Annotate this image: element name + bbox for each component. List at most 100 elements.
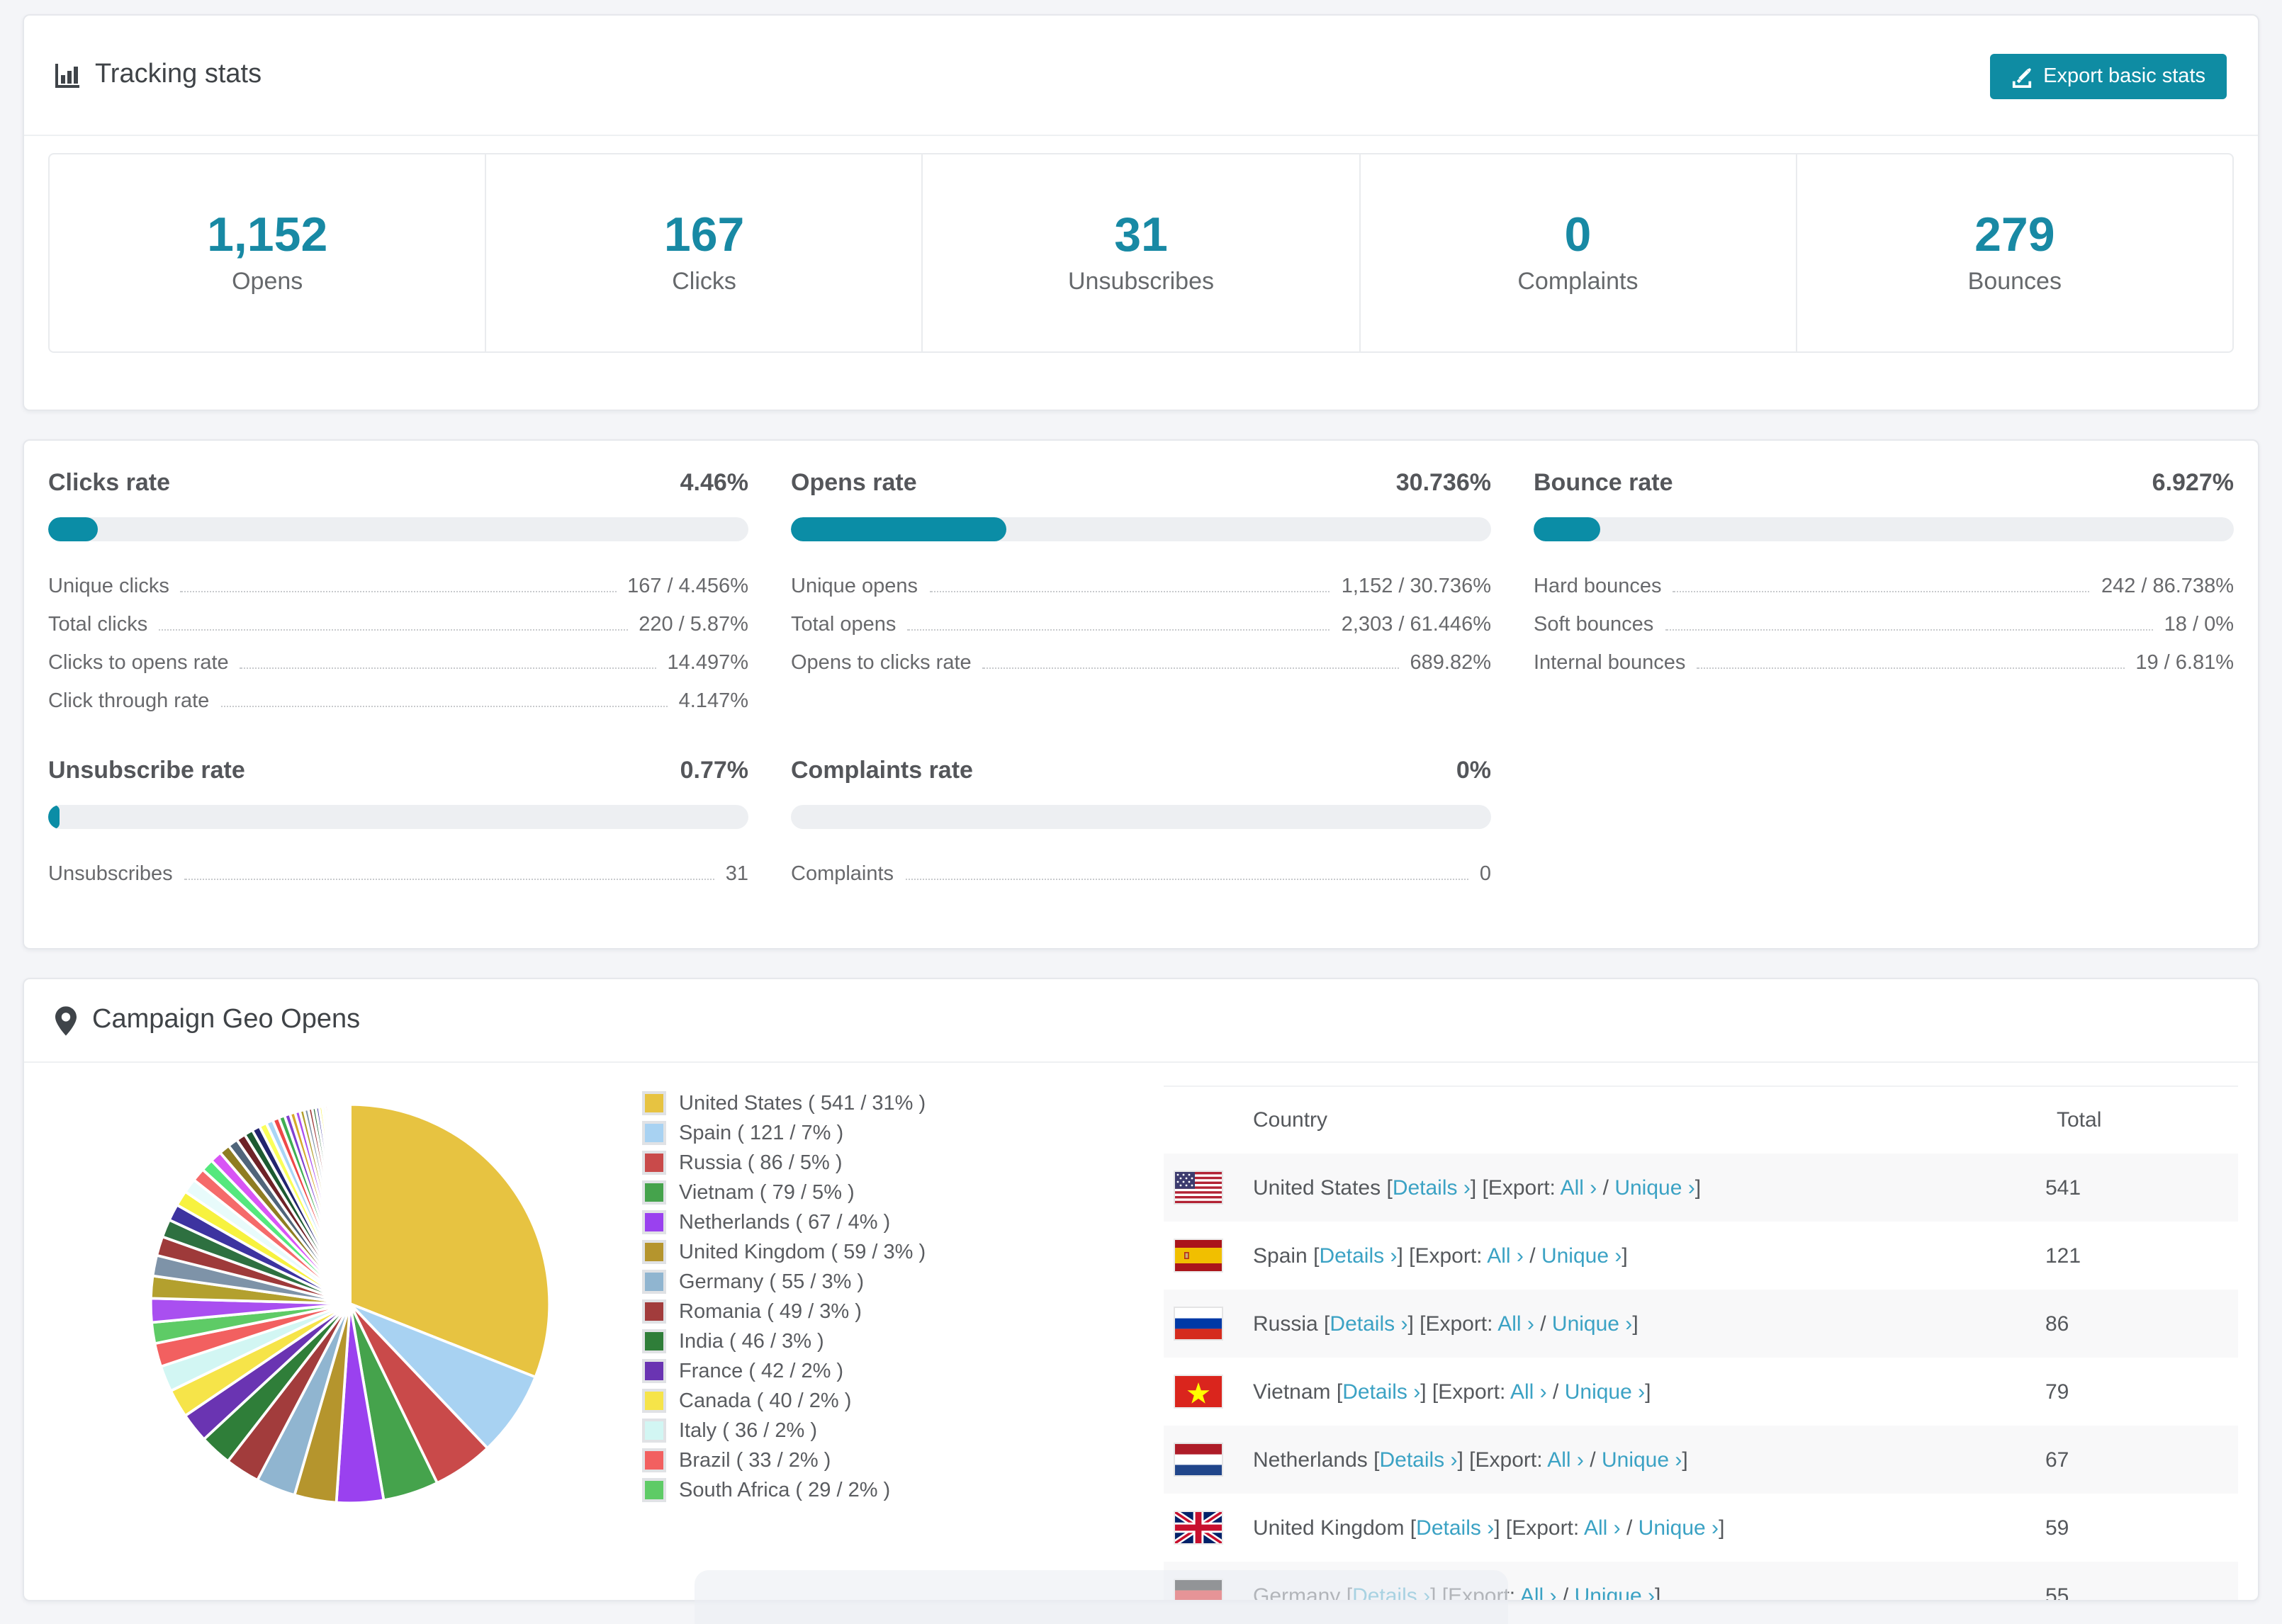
details-link[interactable]: Details › [1379,1448,1458,1472]
legend-item: United Kingdom ( 59 / 3% ) [642,1237,926,1267]
export-unique-link[interactable]: Unique › [1638,1516,1719,1540]
country-links: United States [Details ›] [Export: All ›… [1253,1175,1702,1200]
country-links: Vietnam [Details ›] [Export: All › / Uni… [1253,1380,1651,1404]
detail-row: Click through rate 4.147% [48,682,748,720]
pie-chart-svg[interactable] [137,1091,563,1516]
pie-slice-other[interactable] [347,1103,352,1304]
details-link[interactable]: Details › [1392,1175,1471,1200]
rate-details: Complaints 0 [791,855,1491,893]
rate-block-unsubscribe-rate: Unsubscribe rate 0.77% Unsubscribes 31 [48,757,748,893]
detail-value: 14.497% [667,651,749,674]
pie-slice-spain[interactable] [349,1302,537,1450]
rates-container: Clicks rate 4.46% Unique clicks 167 / 4.456… [24,441,2258,927]
detail-label: Click through rate [48,689,210,712]
rate-details: Unique clicks 167 / 4.456% Total clicks 220… [48,567,748,720]
detail-value: 2,303 / 61.446% [1341,613,1491,636]
table-row-nl: Netherlands [Details ›] [Export: All › /… [1164,1426,2238,1494]
export-all-link[interactable]: All › [1510,1380,1547,1404]
tracking-stats-title-text: Tracking stats [95,60,262,89]
table-row-ru: Russia [Details ›] [Export: All › / Uniq… [1164,1290,2238,1358]
map-marker-icon [55,1005,77,1035]
dotted-leader [240,667,656,668]
detail-row: Complaints 0 [791,855,1491,893]
export-all-link[interactable]: All › [1583,1516,1621,1540]
stat-value: 31 [1114,208,1168,263]
stat-value: 279 [1974,208,2055,263]
country-name: Spain [1253,1244,1308,1268]
table-row-us: United States [Details ›] [Export: All ›… [1164,1154,2238,1222]
rate-title-label: Opens rate [791,469,917,496]
details-link[interactable]: Details › [1330,1312,1408,1336]
stat-cell-bounces: 279 Bounces [1795,154,2232,351]
dotted-leader [929,590,1330,592]
legend-label: Brazil ( 33 / 2% ) [679,1449,831,1472]
tracking-stats-title: Tracking stats [55,60,262,91]
legend-item: Germany ( 55 / 3% ) [642,1267,926,1297]
export-all-link[interactable]: All › [1497,1312,1534,1336]
detail-value: 19 / 6.81% [2135,651,2234,674]
rate-title-value: 0.77% [680,757,748,784]
export-basic-stats-button[interactable]: Export basic stats [1989,54,2227,99]
detail-row: Unique clicks 167 / 4.456% [48,567,748,605]
stat-value: 167 [663,208,745,263]
detail-value: 167 / 4.456% [627,575,748,597]
geo-table: Country Total United States [Details ›] … [1164,1086,2238,1601]
table-row-vn: Vietnam [Details ›] [Export: All › / Uni… [1164,1358,2238,1426]
legend-swatch [642,1121,666,1145]
total-cell: 86 [2045,1312,2069,1336]
legend-swatch [642,1448,666,1472]
export-unique-link[interactable]: Unique › [1541,1244,1622,1268]
country-cell: United States [Details ›] [Export: All ›… [1175,1172,2045,1203]
export-unique-link[interactable]: Unique › [1574,1584,1655,1601]
country-cell: Russia [Details ›] [Export: All › / Uniq… [1175,1308,2045,1339]
detail-row: Soft bounces 18 / 0% [1534,605,2234,643]
export-all-link[interactable]: All › [1560,1175,1597,1200]
export-all-link[interactable]: All › [1487,1244,1524,1268]
stat-value: 1,152 [207,208,328,263]
rate-title-label: Unsubscribe rate [48,757,245,784]
export-all-link[interactable]: All › [1547,1448,1584,1472]
detail-label: Opens to clicks rate [791,651,972,674]
export-unique-link[interactable]: Unique › [1564,1380,1646,1404]
geo-header: Campaign Geo Opens [24,979,2258,1063]
legend-swatch [642,1151,666,1175]
stat-label: Complaints [1517,267,1639,295]
geo-table-header: Country Total [1164,1087,2238,1154]
legend-label: India ( 46 / 3% ) [679,1330,824,1353]
progress-bar-track [48,517,748,541]
detail-label: Hard bounces [1534,575,1662,597]
export-all-link[interactable]: All › [1519,1584,1557,1601]
detail-value: 242 / 86.738% [2101,575,2234,597]
total-cell: 541 [2045,1175,2081,1200]
stat-label: Unsubscribes [1068,267,1214,295]
legend-label: United States ( 541 / 31% ) [679,1092,926,1115]
export-unique-link[interactable]: Unique › [1551,1312,1633,1336]
detail-label: Complaints [791,862,894,885]
pie-slice-united-states[interactable] [349,1103,551,1379]
details-link[interactable]: Details › [1342,1380,1421,1404]
export-unique-link[interactable]: Unique › [1614,1175,1695,1200]
legend-swatch [642,1299,666,1324]
detail-label: Internal bounces [1534,651,1686,674]
bar-chart-icon [55,63,79,87]
export-unique-link[interactable]: Unique › [1601,1448,1682,1472]
dotted-leader [907,628,1330,630]
flag-icon-nl [1175,1444,1222,1475]
legend-item: Spain ( 121 / 7% ) [642,1118,926,1148]
total-cell: 79 [2045,1380,2069,1404]
stat-cell-unsubscribes: 31 Unsubscribes [921,154,1359,351]
details-link[interactable]: Details › [1416,1516,1495,1540]
legend-label: Vietnam ( 79 / 5% ) [679,1181,855,1204]
progress-bar-track [48,805,748,829]
details-link[interactable]: Details › [1319,1244,1398,1268]
table-row-es: Spain [Details ›] [Export: All › / Uniqu… [1164,1222,2238,1290]
detail-row: Opens to clicks rate 689.82% [791,643,1491,682]
geo-pie-chart[interactable] [137,1091,563,1516]
progress-bar-track [791,805,1491,829]
rate-title: Clicks rate 4.46% [48,469,748,497]
stat-value: 0 [1564,208,1592,263]
legend-item: Vietnam ( 79 / 5% ) [642,1178,926,1207]
progress-bar-fill [791,517,1006,541]
legend-label: Italy ( 36 / 2% ) [679,1419,818,1442]
stat-cell-clicks: 167 Clicks [485,154,921,351]
